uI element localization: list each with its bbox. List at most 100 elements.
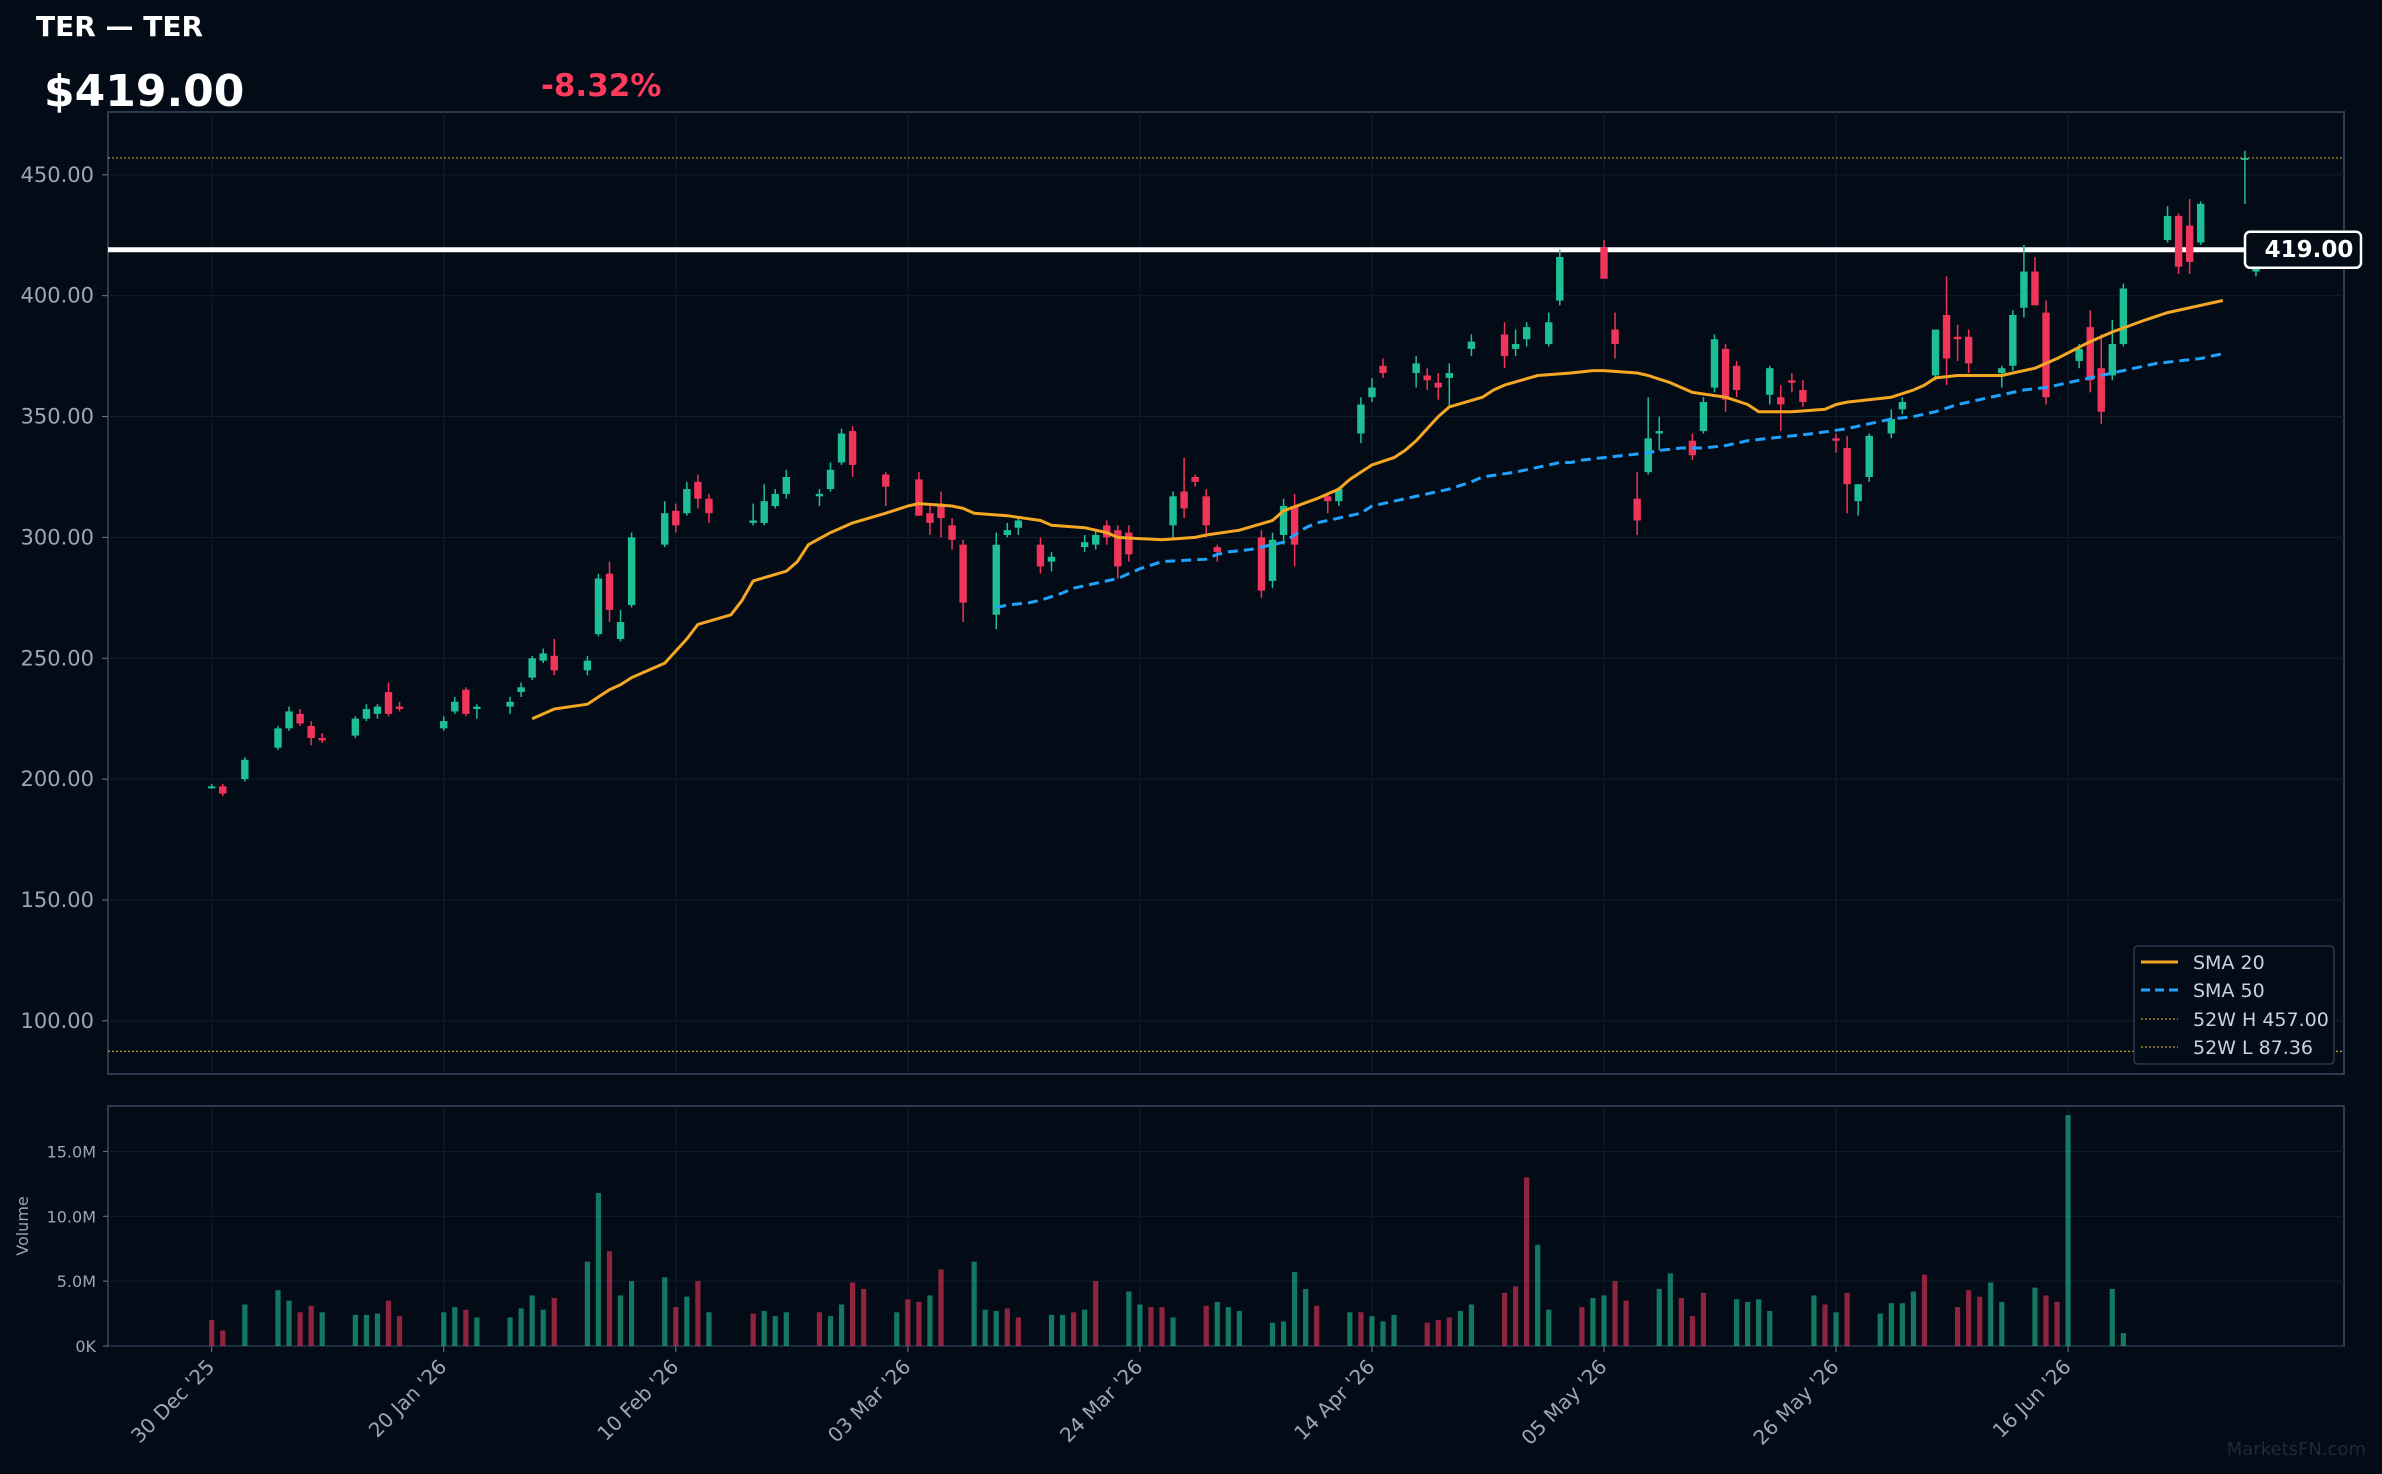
candle-body — [1545, 322, 1553, 345]
volume-bar — [827, 1316, 834, 1346]
volume-bar — [1899, 1303, 1905, 1346]
volume-bar — [927, 1295, 933, 1346]
candle-body — [694, 481, 702, 499]
volume-tick-label: 5.0M — [57, 1272, 96, 1291]
candle-body — [882, 474, 890, 487]
candle-body — [1721, 348, 1730, 400]
volume-bar — [2054, 1301, 2060, 1346]
volume-bar — [1601, 1295, 1607, 1346]
volume-tick-label: 10.0M — [47, 1207, 96, 1226]
volume-bar — [209, 1320, 215, 1346]
sma50-line — [995, 352, 2224, 609]
x-tick-label: 20 Jan '26 — [364, 1355, 452, 1443]
candle-body — [307, 725, 315, 739]
volume-bar — [938, 1269, 944, 1346]
last-price-tag: 419.00 — [2243, 230, 2363, 270]
candle-body — [749, 520, 757, 523]
volume-tick-label: 0K — [75, 1337, 96, 1356]
candle-body — [1766, 368, 1774, 395]
price-tick-label: 300.00 — [21, 525, 94, 549]
candle-body — [373, 706, 382, 714]
candle-body — [1843, 447, 1851, 485]
reference-lines — [108, 157, 2344, 1052]
last-price-tag-text: 419.00 — [2265, 237, 2354, 263]
candle-body — [1865, 435, 1873, 477]
candle-body — [672, 510, 680, 526]
volume-bar — [1424, 1322, 1430, 1346]
volume-bar — [1082, 1309, 1088, 1346]
volume-bar — [1159, 1307, 1165, 1346]
candle-body — [1799, 389, 1807, 403]
candle-body — [2086, 327, 2094, 381]
volume-bar — [1170, 1317, 1176, 1346]
volume-bar — [2120, 1333, 2126, 1346]
volume-bar — [1822, 1304, 1828, 1346]
candle-body — [1998, 368, 2006, 374]
volume-bar — [629, 1281, 635, 1346]
candle-body — [948, 525, 956, 540]
sma20-line — [531, 299, 2224, 721]
volume-bar — [1513, 1286, 1519, 1346]
candle-body — [915, 479, 923, 516]
candle-body — [1788, 380, 1796, 383]
legend[interactable]: SMA 20 SMA 50 52W H 457.00 52W L 87.36 — [2133, 945, 2335, 1065]
candle-body — [1777, 397, 1785, 405]
volume-bar — [1612, 1281, 1618, 1346]
volume-bar — [1015, 1317, 1021, 1346]
volume-bar — [662, 1277, 668, 1346]
watermark: MarketsFN.com — [2226, 1439, 2366, 1460]
candle-body — [451, 701, 459, 712]
volume-bar — [1236, 1310, 1242, 1346]
volume-bar — [2065, 1115, 2071, 1346]
volume-bar — [971, 1261, 977, 1346]
price-tick-label: 450.00 — [21, 163, 94, 187]
candle-body — [1036, 544, 1045, 567]
volume-bar — [1546, 1309, 1552, 1346]
volume-bar — [1910, 1291, 1916, 1346]
candle-body — [1125, 532, 1133, 555]
volume-bar — [507, 1317, 513, 1346]
candle-body — [539, 653, 547, 661]
candle-body — [1942, 315, 1951, 359]
volume-bar — [1844, 1292, 1850, 1346]
candle-body — [462, 689, 470, 714]
candle-body — [1257, 537, 1266, 591]
volume-bar — [894, 1312, 900, 1346]
candle-body — [1600, 247, 1608, 279]
volume-bar — [463, 1309, 469, 1346]
candle-body — [1467, 341, 1476, 349]
volume-bar — [1358, 1312, 1364, 1346]
volume-bar — [1314, 1305, 1320, 1346]
candle-body — [1335, 489, 1343, 502]
candle-body — [992, 544, 1000, 615]
candle-body — [296, 713, 304, 724]
volume-bar — [1126, 1291, 1132, 1346]
candle-body — [1114, 530, 1122, 567]
volume-bar — [1921, 1274, 1928, 1346]
last-price: $419.00 — [44, 66, 245, 117]
volume-bar — [1734, 1299, 1740, 1346]
volume-bar — [1004, 1308, 1010, 1346]
last-price-tag-box — [2243, 230, 2363, 270]
volume-bar — [363, 1314, 369, 1346]
volume-bar — [1756, 1299, 1762, 1346]
volume-bar — [452, 1307, 458, 1346]
volume-bar — [1501, 1292, 1508, 1346]
volume-bar — [1446, 1317, 1452, 1346]
volume-bar — [2043, 1295, 2049, 1346]
volume-bar — [1269, 1322, 1276, 1346]
candle-body — [848, 431, 857, 465]
volume-bar — [275, 1290, 281, 1346]
volume-bar — [1877, 1313, 1883, 1346]
candle-body — [274, 728, 282, 748]
candle-body — [1644, 438, 1652, 473]
candle-body — [1014, 520, 1023, 528]
volume-bar — [982, 1309, 988, 1346]
candle-body — [550, 655, 558, 671]
volume-bar — [916, 1301, 922, 1346]
volume-bar — [673, 1307, 679, 1346]
price-y-axis: 100.00 150.00 200.00 250.00 300.00 350.00 400.… — [21, 163, 108, 1033]
candle-body — [815, 493, 824, 497]
volume-bar — [1203, 1305, 1209, 1346]
volume-bar — [385, 1300, 392, 1346]
